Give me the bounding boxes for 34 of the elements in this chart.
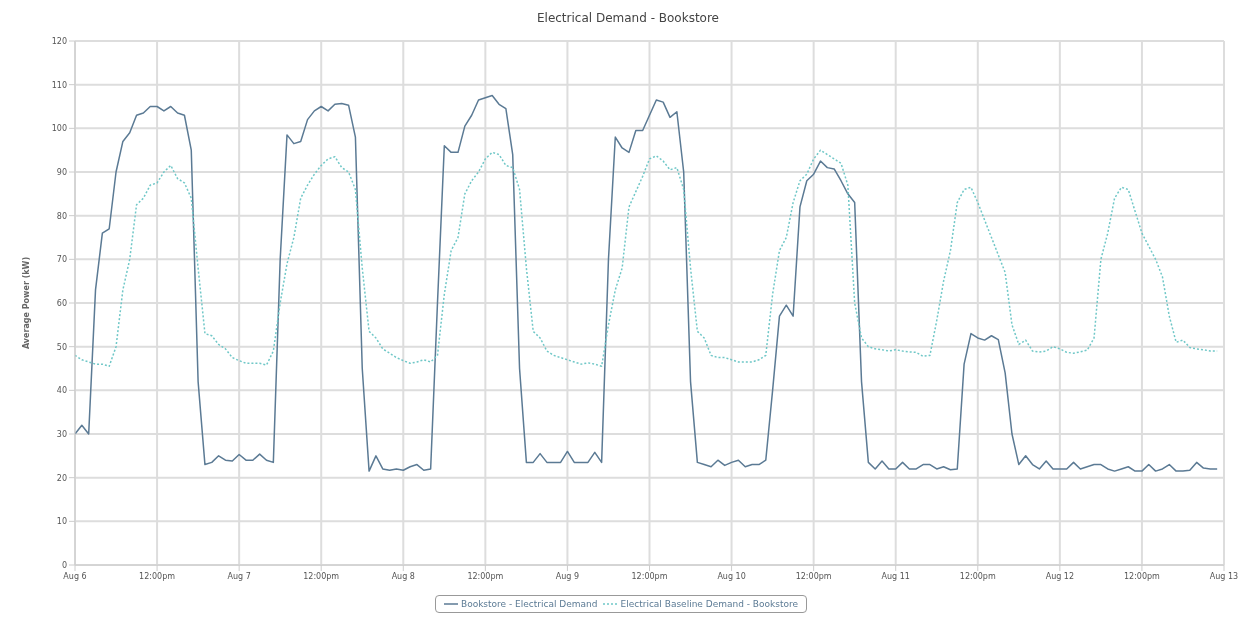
line-series [75, 149, 1218, 368]
y-tick-label: 40 [56, 386, 67, 396]
y-tick-label: 30 [56, 429, 67, 439]
x-tick-label: Aug 8 [391, 571, 415, 581]
y-tick-label: 80 [56, 211, 67, 221]
y-tick-label: 0 [61, 560, 67, 570]
x-tick-label: 12:00pm [631, 571, 668, 581]
x-tick-label: Aug 13 [1209, 571, 1239, 581]
y-tick-label: 70 [56, 255, 67, 265]
y-tick-label: 60 [56, 298, 67, 308]
x-tick-label: Aug 12 [1045, 571, 1075, 581]
x-tick-label: 12:00pm [1123, 571, 1161, 581]
x-tick-label: 12:00pm [795, 571, 832, 581]
x-tick-label: Aug 9 [555, 571, 580, 581]
x-tick-label: 12:00pm [467, 571, 504, 581]
legend-label: Electrical Baseline Demand - Bookstore [619, 599, 799, 609]
x-tick-label: Aug 6 [63, 571, 87, 581]
line-series [75, 94, 1218, 472]
chart-title: Electrical Demand - Bookstore [535, 10, 720, 27]
legend-label: Bookstore - Electrical Demand [459, 599, 598, 609]
x-tick-label: Aug 7 [227, 571, 251, 581]
y-tick-label: 20 [56, 473, 67, 483]
y-tick-label: 110 [51, 80, 67, 90]
y-tick-label: 90 [56, 167, 67, 177]
y-tick-label: 10 [56, 517, 67, 527]
y-tick-label: 120 [51, 36, 67, 46]
x-tick-label: Aug 10 [717, 571, 746, 581]
y-tick-label: 100 [51, 124, 67, 134]
x-tick-label: 12:00pm [303, 571, 340, 581]
y-axis-title: Average Power (kW) [21, 256, 31, 350]
x-tick-label: 12:00pm [959, 571, 996, 581]
x-tick-label: Aug 11 [881, 571, 910, 581]
y-tick-label: 50 [56, 342, 67, 352]
x-tick-label: 12:00pm [139, 571, 176, 581]
